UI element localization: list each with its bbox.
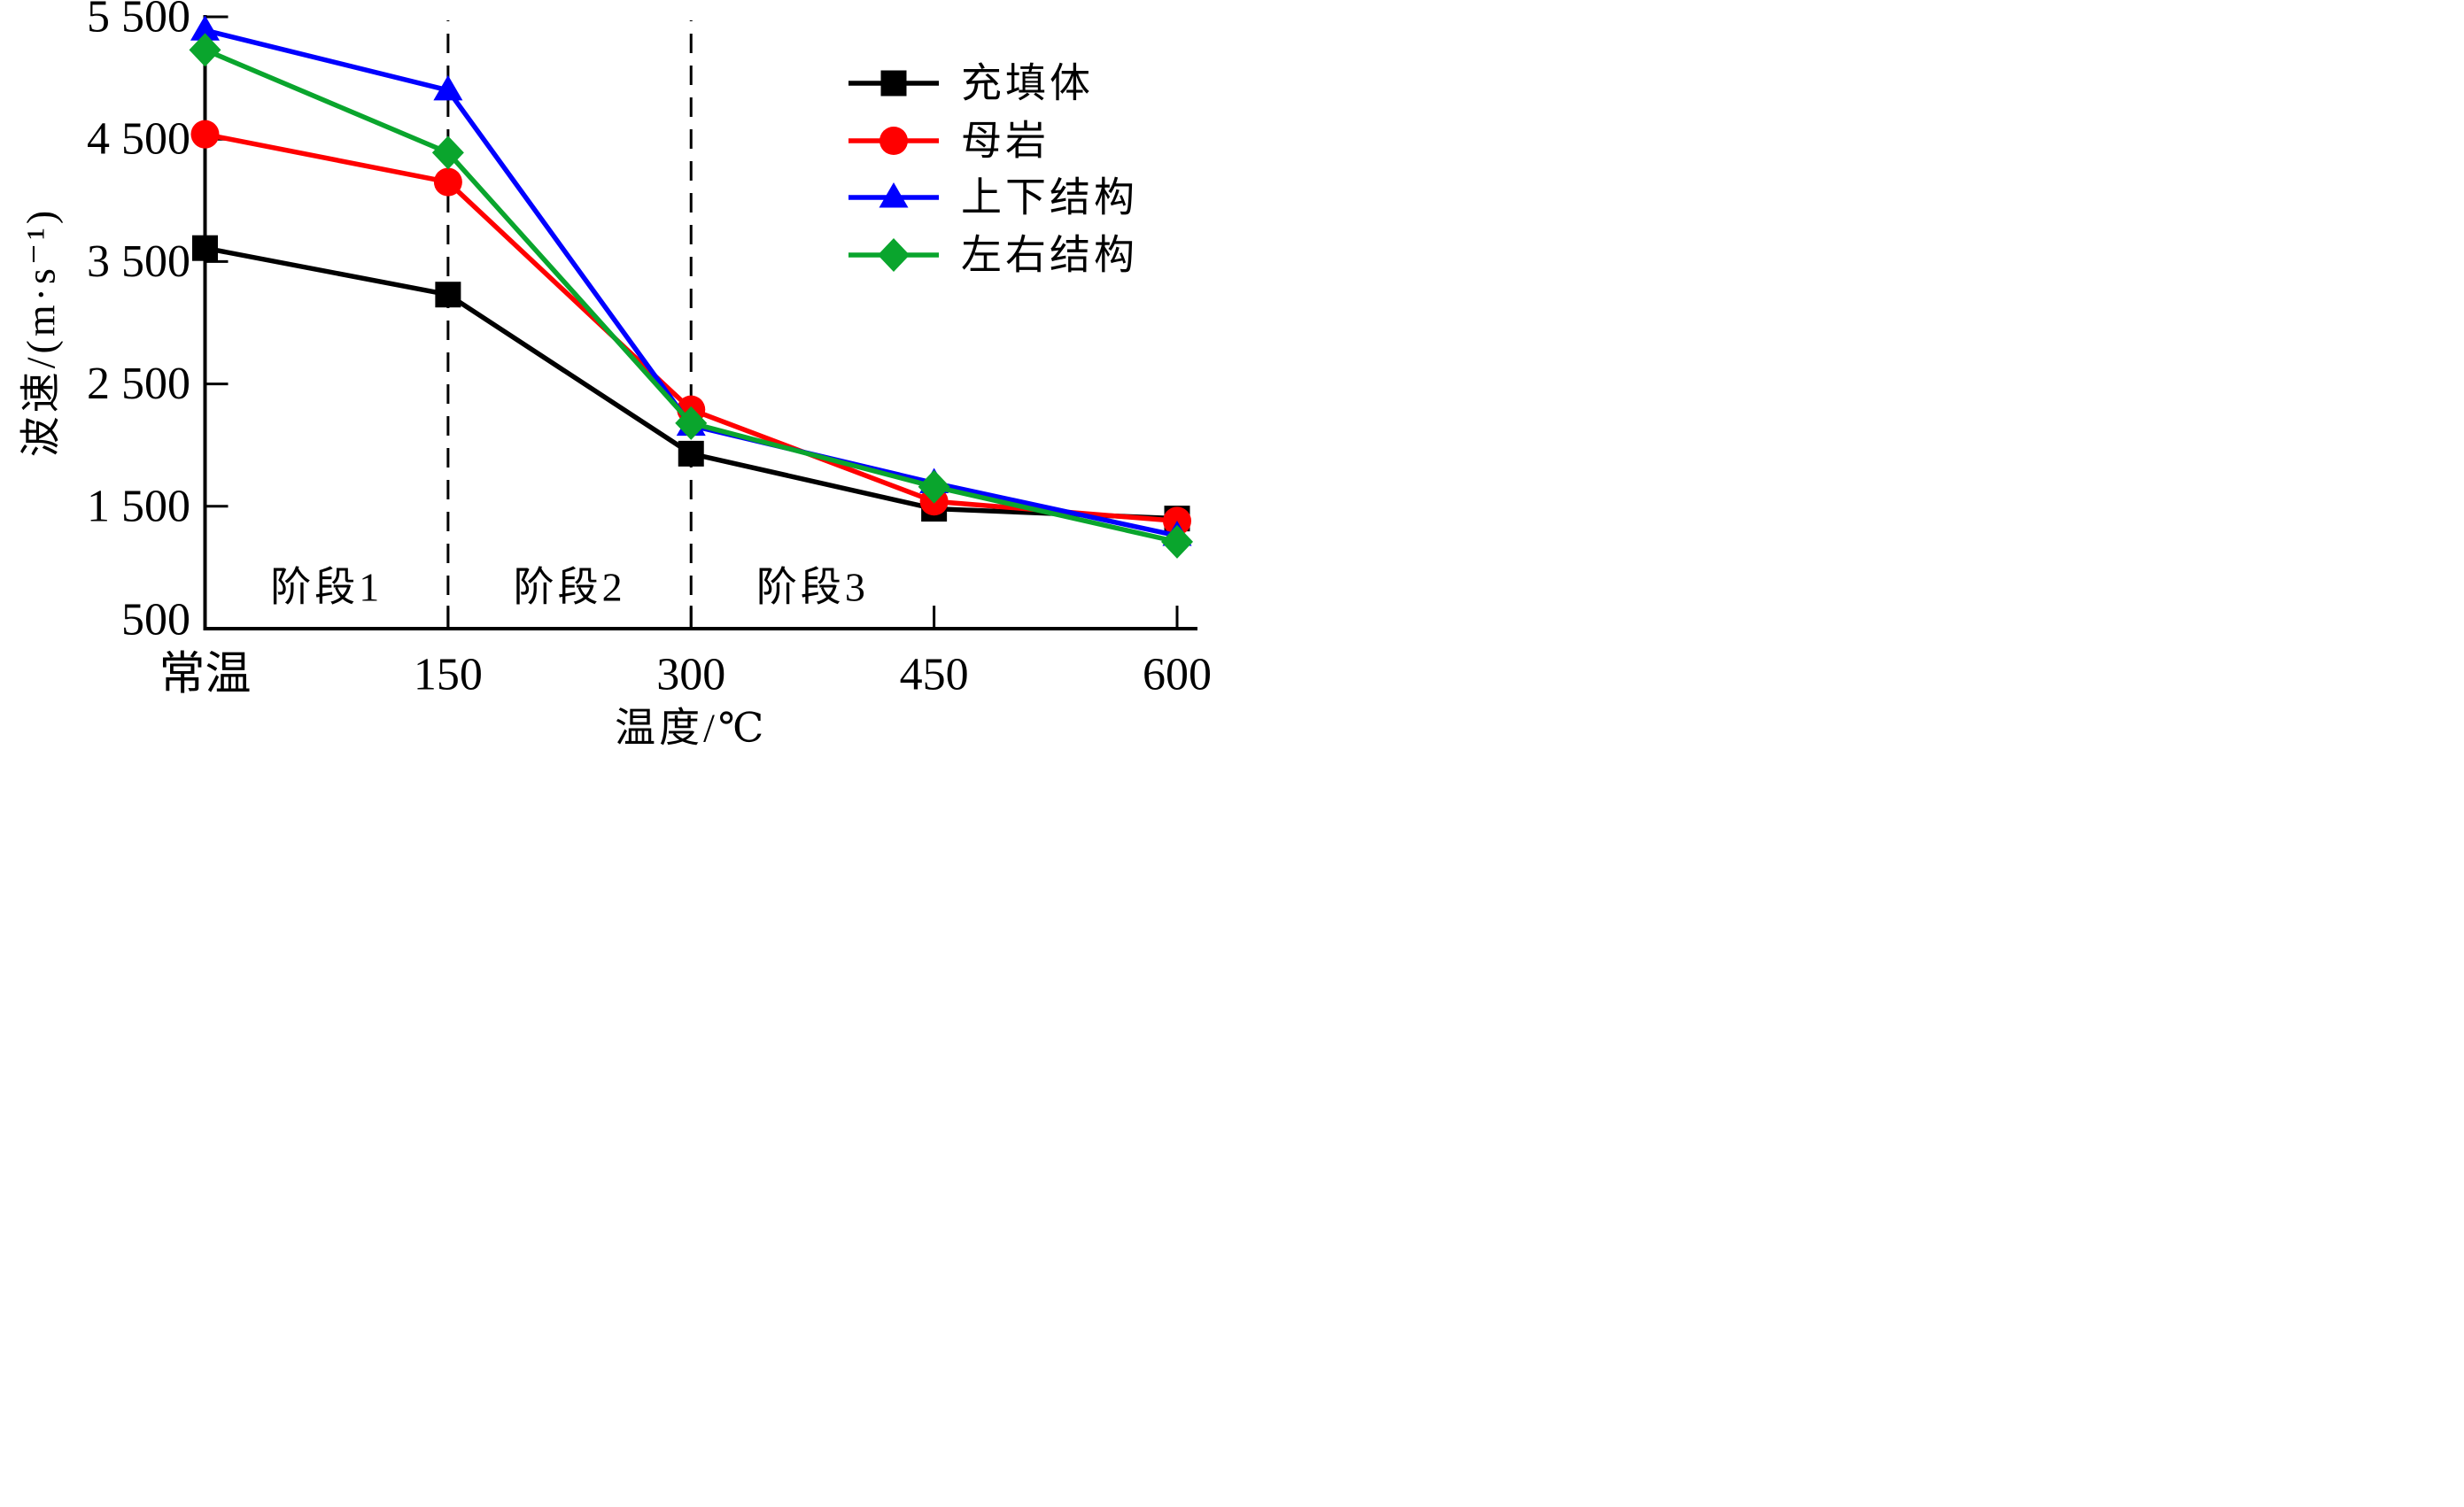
y-axis-title: 波速/(m·s⁻¹)	[19, 207, 64, 458]
x-tick-label: 常温	[159, 650, 251, 700]
legend-label-filling-body: 充填体	[961, 61, 1094, 106]
series-marker-filling-body	[678, 440, 704, 467]
series-marker-left-right-structure	[675, 406, 708, 440]
legend-marker-left-right-structure-icon	[878, 238, 910, 272]
legend-label-top-bottom-structure: 上下结构	[961, 175, 1138, 220]
legend-marker-top-bottom-structure-icon	[879, 182, 909, 208]
series-marker-left-right-structure	[918, 469, 950, 504]
y-tick-label: 3 500	[87, 236, 190, 287]
x-axis-title: 温度/℃	[615, 706, 767, 751]
y-tick-label: 4 500	[87, 114, 190, 165]
series-marker-host-rock	[433, 167, 462, 197]
series-marker-filling-body	[435, 282, 461, 308]
legend-label-host-rock: 母岩	[961, 119, 1050, 164]
legend: 充填体 母岩 上下结构 左右结构	[961, 61, 1138, 278]
x-tick-label: 150	[414, 650, 483, 700]
legend-label-left-right-structure: 左右结构	[961, 233, 1138, 278]
series-marker-left-right-structure	[189, 33, 221, 67]
legend-marker-filling-body-icon	[880, 70, 907, 97]
x-tick-label: 300	[656, 650, 725, 700]
series-marker-left-right-structure	[1161, 524, 1193, 559]
series-marker-filling-body	[192, 235, 218, 261]
x-tick-label: 600	[1143, 650, 1212, 700]
figure-canvas: 5 500 4 500 3 500 2 500 1 500 500 常温 150…	[0, 0, 1232, 754]
x-tick-label: 450	[900, 650, 969, 700]
y-tick-label: 1 500	[87, 481, 190, 531]
y-tick-label: 5 500	[87, 0, 190, 43]
series-marker-left-right-structure	[431, 135, 464, 170]
series-marker-host-rock	[190, 120, 220, 149]
legend-marker-host-rock-icon	[879, 127, 908, 155]
y-tick-label: 500	[121, 595, 190, 645]
y-tick-label: 2 500	[87, 359, 190, 409]
stage-label-1: 阶段1	[270, 565, 383, 610]
stage-label-2: 阶段2	[514, 565, 626, 610]
stage-label-3: 阶段3	[756, 565, 869, 610]
chart-geometry	[189, 15, 1197, 630]
wave-velocity-temperature-chart: 5 500 4 500 3 500 2 500 1 500 500 常温 150…	[19, 0, 1213, 751]
series-marker-top-bottom-structure	[190, 15, 220, 41]
series-marker-top-bottom-structure	[433, 74, 463, 101]
